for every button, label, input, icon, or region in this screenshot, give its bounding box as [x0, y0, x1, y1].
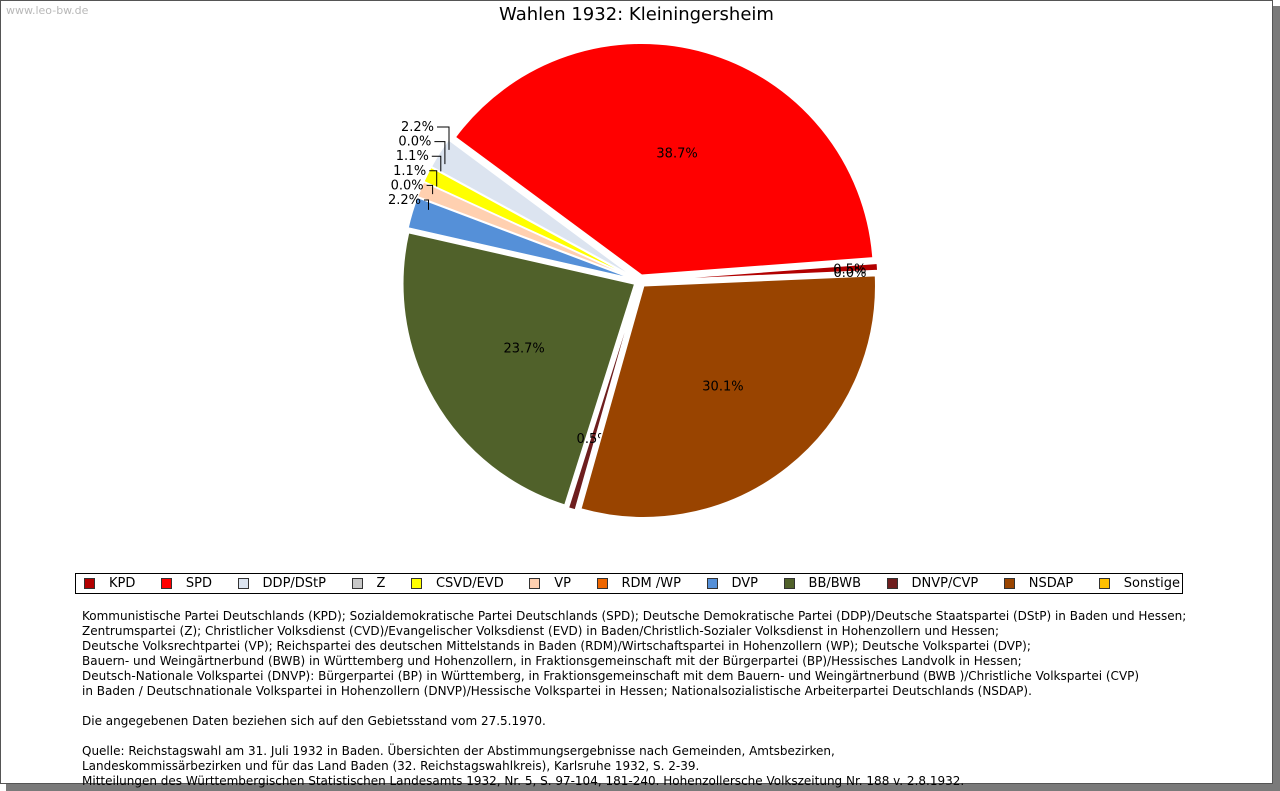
- legend-label: VP: [554, 576, 571, 591]
- label-leader-line: [434, 141, 446, 165]
- pie-slice-kpd: [645, 262, 879, 282]
- data-label-bb-bwb: 23.7%: [503, 341, 544, 356]
- legend-label: DDP/DStP: [262, 576, 326, 591]
- notes: Kommunistische Partei Deutschlands (KPD)…: [82, 609, 1232, 789]
- notes-parties-line: Deutsche Volksrechtpartei (VP); Reichspa…: [82, 639, 1031, 653]
- pie-slice-dnvp-cvp: [567, 286, 640, 511]
- legend-swatch: [351, 578, 363, 589]
- legend-swatch: [783, 578, 795, 589]
- legend-item-z: Z: [351, 576, 386, 591]
- legend-swatch: [84, 578, 95, 589]
- legend-item-sonstige: Sonstige: [1098, 576, 1180, 591]
- legend-swatch: [596, 578, 608, 589]
- legend-label: CSVD/EVD: [435, 576, 504, 591]
- data-label-sonstige: 0.0%: [833, 266, 866, 281]
- legend-label: DVP: [731, 576, 759, 591]
- legend-label: DNVP/CVP: [911, 576, 979, 591]
- legend-item-csvd-evd: CSVD/EVD: [410, 576, 504, 591]
- label-leader-line: [426, 184, 434, 195]
- label-leader-line: [431, 155, 442, 172]
- legend-label: RDM /WP: [621, 576, 681, 591]
- frame-shadow-bottom: [6, 784, 1280, 791]
- data-label-spd: 38.7%: [656, 147, 697, 162]
- data-label-z: 0.0%: [398, 135, 431, 150]
- notes-parties-line: Deutsch-Nationale Volkspartei (DNVP): Bü…: [82, 669, 1140, 683]
- legend-item-nsdap: NSDAP: [1003, 576, 1074, 591]
- label-leader-line: [437, 126, 450, 150]
- legend: KPD SPD DDP/DStP Z CSVD/EVD VP RDM /WP DVP BB/BW…: [75, 573, 1183, 594]
- legend-swatch: [1003, 578, 1015, 589]
- legend-swatch: [237, 578, 249, 589]
- notes-parties-line: Bauern- und Weingärtnerbund (BWB) in Wür…: [82, 654, 1022, 668]
- legend-swatch: [886, 578, 898, 589]
- data-label-dvp: 2.2%: [388, 193, 421, 208]
- label-leader-line: [424, 199, 429, 210]
- legend-item-dvp: DVP: [706, 576, 759, 591]
- notes-territory: Die angegebenen Daten beziehen sich auf …: [82, 714, 546, 728]
- legend-label: BB/BWB: [808, 576, 861, 591]
- legend-label: SPD: [185, 576, 213, 591]
- legend-item-kpd: KPD: [84, 576, 135, 591]
- legend-item-vp: VP: [529, 576, 571, 591]
- notes-parties-line: Zentrumspartei (Z); Christlicher Volksdi…: [82, 624, 1000, 638]
- legend-item-dnvp-cvp: DNVP/CVP: [886, 576, 979, 591]
- legend-swatch: [1098, 578, 1110, 589]
- legend-swatch: [410, 578, 422, 589]
- data-label-csvd-evd: 1.1%: [396, 149, 429, 164]
- legend-item-ddp-dstp: DDP/DStP: [237, 576, 326, 591]
- notes-source-line: Mitteilungen des Württembergischen Stati…: [82, 774, 965, 788]
- data-label-kpd: 0.5%: [833, 263, 866, 278]
- chart-title: Wahlen 1932: Kleiningersheim: [499, 4, 774, 25]
- legend-label: Sonstige: [1123, 576, 1180, 591]
- notes-source-line: Landeskommissärbezirken und für das Land…: [82, 759, 700, 773]
- legend-swatch: [160, 578, 172, 589]
- data-label-ddp-dstp: 2.2%: [401, 120, 434, 135]
- data-label-nsdap: 30.1%: [702, 380, 743, 395]
- pie-slice-nsdap: [579, 274, 877, 519]
- pie-slice-dvp: [407, 196, 635, 281]
- watermark: www.leo-bw.de: [6, 4, 89, 17]
- legend-item-bb-bwb: BB/BWB: [783, 576, 861, 591]
- legend-swatch: [706, 578, 718, 589]
- notes-source-line: Quelle: Reichstagswahl am 31. Juli 1932 …: [82, 744, 835, 758]
- legend-label: KPD: [109, 576, 136, 591]
- legend-item-spd: SPD: [160, 576, 213, 591]
- legend-item-rdm-wp: RDM /WP: [596, 576, 681, 591]
- notes-parties-line: Kommunistische Partei Deutschlands (KPD)…: [82, 609, 1187, 623]
- legend-label: NSDAP: [1028, 576, 1074, 591]
- legend-label: Z: [376, 576, 386, 591]
- label-leader-line: [429, 170, 438, 187]
- legend-swatch: [529, 578, 541, 589]
- frame-shadow-right: [1273, 6, 1280, 791]
- notes-parties-line: in Baden / Deutschnationale Volkspartei …: [82, 684, 1032, 698]
- data-label-vp: 1.1%: [393, 164, 426, 179]
- data-label-rdm-wp: 0.0%: [391, 178, 424, 193]
- pie-slice-bb-bwb: [402, 231, 636, 507]
- pie-chart: 0.5%38.7%23.7%0.5%30.1%0.0%2.2%0.0%1.1%1…: [388, 42, 879, 519]
- pie-slice-spd: [454, 42, 874, 277]
